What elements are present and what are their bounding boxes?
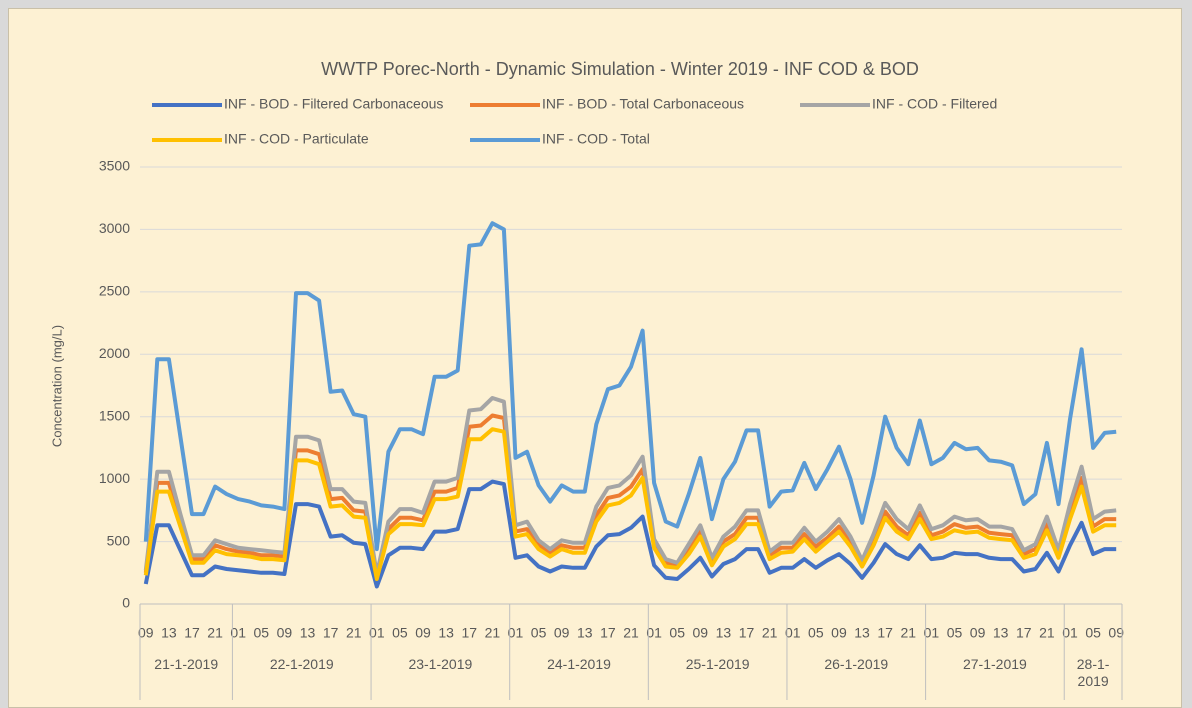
legend-label: INF - COD - Filtered — [872, 96, 997, 112]
x-tick-label: 09 — [415, 625, 431, 641]
x-tick-label: 09 — [970, 625, 986, 641]
x-tick-label: 21 — [207, 625, 223, 641]
group-label: 26-1-2019 — [824, 656, 889, 672]
x-tick-label: 05 — [254, 625, 270, 641]
x-tick-label: 17 — [461, 625, 477, 641]
x-tick-label: 05 — [392, 625, 408, 641]
legend-label: INF - BOD - Total Carbonaceous — [542, 96, 744, 112]
x-tick-label: 17 — [323, 625, 339, 641]
x-tick-label: 21 — [623, 625, 639, 641]
x-tick-label: 13 — [161, 625, 177, 641]
x-tick-label: 21 — [1039, 625, 1055, 641]
legend-label: INF - COD - Total — [542, 131, 650, 147]
group-label: 27-1-2019 — [962, 656, 1027, 672]
x-tick-label: 09 — [831, 625, 847, 641]
x-tick-label: 21 — [485, 625, 501, 641]
x-tick-label: 05 — [669, 625, 685, 641]
x-tick-label: 21 — [900, 625, 916, 641]
x-tick-label: 17 — [877, 625, 893, 641]
legend-label: INF - COD - Particulate — [224, 131, 369, 147]
group-label: 24-1-2019 — [547, 656, 611, 672]
x-tick-label: 17 — [1016, 625, 1032, 641]
x-tick-label: 01 — [785, 625, 801, 641]
x-tick-label: 13 — [716, 625, 732, 641]
x-tick-label: 13 — [300, 625, 316, 641]
x-tick-label: 01 — [646, 625, 662, 641]
group-label: 28-1-2019 — [1076, 656, 1110, 689]
y-tick-label: 1000 — [99, 470, 130, 486]
series-line — [143, 396, 1117, 576]
series-line — [143, 427, 1117, 581]
x-tick-label: 01 — [230, 625, 246, 641]
x-tick-label: 01 — [369, 625, 385, 641]
x-tick-label: 09 — [1108, 625, 1124, 641]
y-tick-label: 3500 — [99, 158, 130, 174]
y-axis-title: Concentration (mg/L) — [49, 325, 64, 447]
x-tick-label: 13 — [854, 625, 870, 641]
legend-label: INF - BOD - Filtered Carbonaceous — [224, 96, 443, 112]
x-tick-label: 17 — [739, 625, 755, 641]
group-label: 22-1-2019 — [269, 656, 334, 672]
series-line — [143, 413, 1117, 579]
x-tick-label: 13 — [993, 625, 1009, 641]
group-label: 21-1-2019 — [154, 656, 219, 672]
x-tick-label: 09 — [277, 625, 293, 641]
y-tick-label: 3000 — [99, 220, 130, 236]
x-tick-label: 13 — [438, 625, 454, 641]
x-tick-label: 21 — [346, 625, 362, 641]
x-tick-label: 09 — [554, 625, 570, 641]
x-tick-label: 01 — [508, 625, 524, 641]
x-tick-label: 13 — [577, 625, 593, 641]
y-tick-label: 2500 — [99, 283, 130, 299]
x-tick-label: 01 — [924, 625, 940, 641]
series-line — [143, 221, 1117, 552]
x-tick-label: 05 — [808, 625, 824, 641]
chart-area — [8, 8, 1182, 708]
x-tick-label: 21 — [762, 625, 778, 641]
x-tick-label: 17 — [600, 625, 616, 641]
x-tick-label: 05 — [531, 625, 547, 641]
y-tick-label: 500 — [107, 532, 131, 548]
y-tick-label: 2000 — [99, 345, 130, 361]
series-line — [143, 479, 1117, 589]
x-tick-label: 05 — [1085, 625, 1101, 641]
x-tick-label: 01 — [1062, 625, 1078, 641]
x-tick-label: 09 — [138, 625, 154, 641]
group-label: 23-1-2019 — [408, 656, 473, 672]
x-tick-label: 05 — [947, 625, 963, 641]
y-tick-label: 1500 — [99, 407, 130, 423]
y-tick-label: 0 — [122, 595, 130, 611]
x-tick-label: 09 — [693, 625, 709, 641]
x-tick-label: 17 — [184, 625, 200, 641]
group-label: 25-1-2019 — [685, 656, 750, 672]
chart-title: WWTP Porec-North - Dynamic Simulation - … — [321, 59, 919, 79]
